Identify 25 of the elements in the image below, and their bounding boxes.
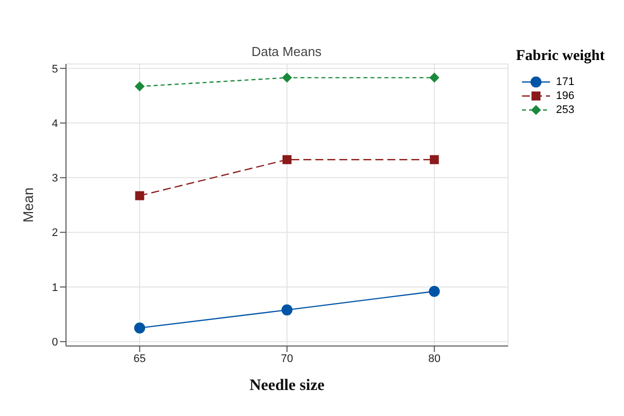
y-tick-label: 3 [52,172,58,185]
point [282,72,292,83]
legend-title: Fabric weight [516,48,606,65]
y-tick-label: 4 [52,118,58,130]
y-tick-label: 1 [52,282,58,294]
point [135,191,144,200]
point [430,155,439,164]
point [282,304,292,316]
y-tick-label: 0 [52,336,58,349]
y-axis-title: Mean [20,187,36,223]
y-tick-label: 2 [52,227,58,240]
point [429,72,440,83]
y-tick-label: 5 [52,63,58,76]
point [282,155,292,164]
point [134,81,145,92]
legend-label: 253 [556,104,574,116]
x-tick-label: 80 [428,352,440,365]
chart-title: Data Means [250,44,323,59]
point [428,286,440,297]
point [134,322,146,334]
x-tick-label: 65 [134,352,146,365]
x-axis-title: Needle size [249,377,325,394]
x-tick-label: 70 [280,352,294,365]
legend-label: 196 [556,90,574,102]
legend-label: 171 [556,76,574,88]
